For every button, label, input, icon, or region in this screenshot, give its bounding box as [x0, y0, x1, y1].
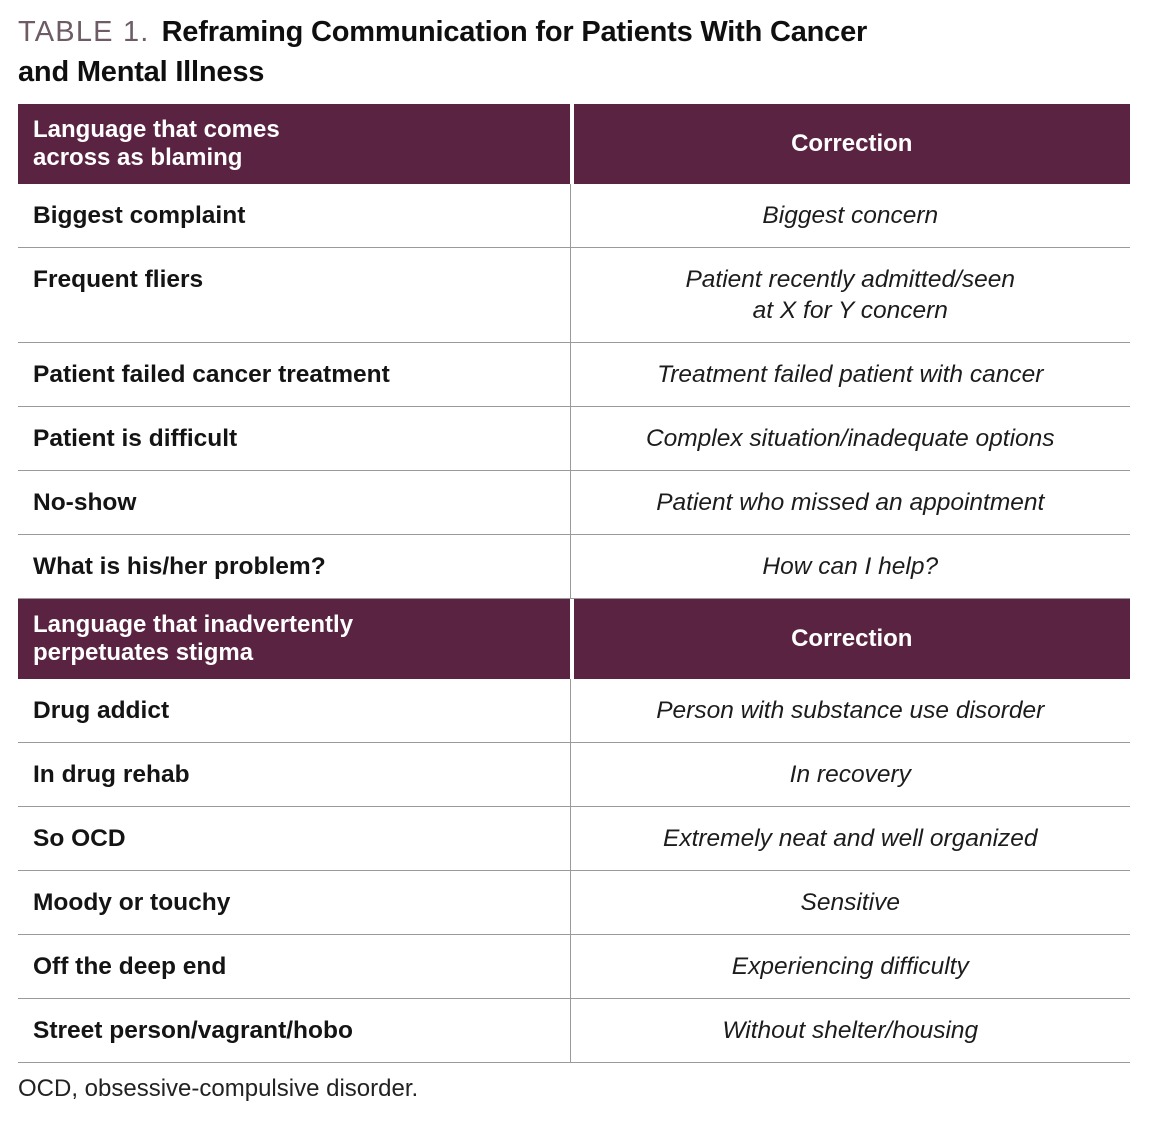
- header-cell-stigma-language: Language that inadvertently perpetuates …: [33, 611, 354, 666]
- table-row: No-show Patient who missed an appointmen…: [18, 471, 1130, 535]
- correction-cell: Sensitive: [569, 871, 1130, 934]
- table-row: Moody or touchy Sensitive: [18, 871, 1130, 935]
- reframing-communication-table: Language that comes across as blaming Co…: [18, 104, 1130, 1063]
- header-cell-blaming-language: Language that comes across as blaming: [33, 116, 280, 171]
- correction-cell: Patient who missed an appointment: [569, 471, 1130, 534]
- section-header-stigma: Language that inadvertently perpetuates …: [18, 599, 1130, 679]
- correction-cell: How can I help?: [569, 535, 1130, 598]
- table-title-line2-wrap: and Mental Illness: [18, 52, 1130, 92]
- header-cell-correction-1: Correction: [569, 104, 1130, 184]
- term-cell: What is his/her problem?: [33, 553, 326, 580]
- table-row: Patient is difficult Complex situation/i…: [18, 407, 1130, 471]
- term-cell: Moody or touchy: [33, 889, 231, 916]
- correction-cell: In recovery: [569, 743, 1130, 806]
- correction-cell: Complex situation/inadequate options: [569, 407, 1130, 470]
- term-cell: Street person/vagrant/hobo: [33, 1017, 353, 1044]
- table-title: TABLE 1. Reframing Communication for Pati…: [18, 12, 1130, 52]
- term-cell: Patient is difficult: [33, 425, 238, 452]
- table-row: Drug addict Person with substance use di…: [18, 679, 1130, 743]
- term-cell: So OCD: [33, 825, 126, 852]
- table-row: Off the deep end Experiencing difficulty: [18, 935, 1130, 999]
- table-number-label: TABLE 1.: [18, 16, 150, 48]
- term-cell: Off the deep end: [33, 953, 227, 980]
- correction-cell: Experiencing difficulty: [569, 935, 1130, 998]
- correction-cell: Person with substance use disorder: [569, 679, 1130, 742]
- table-row: Street person/vagrant/hobo Without shelt…: [18, 999, 1130, 1063]
- table-row: So OCD Extremely neat and well organized: [18, 807, 1130, 871]
- table-title-line1: Reframing Communication for Patients Wit…: [161, 16, 868, 48]
- correction-cell: Extremely neat and well organized: [569, 807, 1130, 870]
- term-cell: In drug rehab: [33, 761, 190, 788]
- term-cell: Frequent fliers: [33, 266, 204, 293]
- correction-cell: Treatment failed patient with cancer: [569, 343, 1130, 406]
- table-row: In drug rehab In recovery: [18, 743, 1130, 807]
- table-row: Patient failed cancer treatment Treatmen…: [18, 343, 1130, 407]
- footnote: OCD, obsessive-compulsive disorder.: [18, 1075, 419, 1102]
- table-row: Biggest complaint Biggest concern: [18, 184, 1130, 248]
- table-row: Frequent fliers Patient recently admitte…: [18, 248, 1130, 343]
- correction-cell: Biggest concern: [569, 184, 1130, 247]
- correction-cell: Without shelter/housing: [569, 999, 1130, 1062]
- term-cell: No-show: [33, 489, 137, 516]
- table-title-line2: and Mental Illness: [18, 56, 265, 88]
- table-row: What is his/her problem? How can I help?: [18, 535, 1130, 599]
- term-cell: Patient failed cancer treatment: [33, 361, 390, 388]
- header-cell-correction-2: Correction: [569, 599, 1130, 679]
- section-header-blaming: Language that comes across as blaming Co…: [18, 104, 1130, 184]
- term-cell: Drug addict: [33, 697, 170, 724]
- term-cell: Biggest complaint: [33, 202, 246, 229]
- correction-cell: Patient recently admitted/seen at X for …: [569, 248, 1130, 342]
